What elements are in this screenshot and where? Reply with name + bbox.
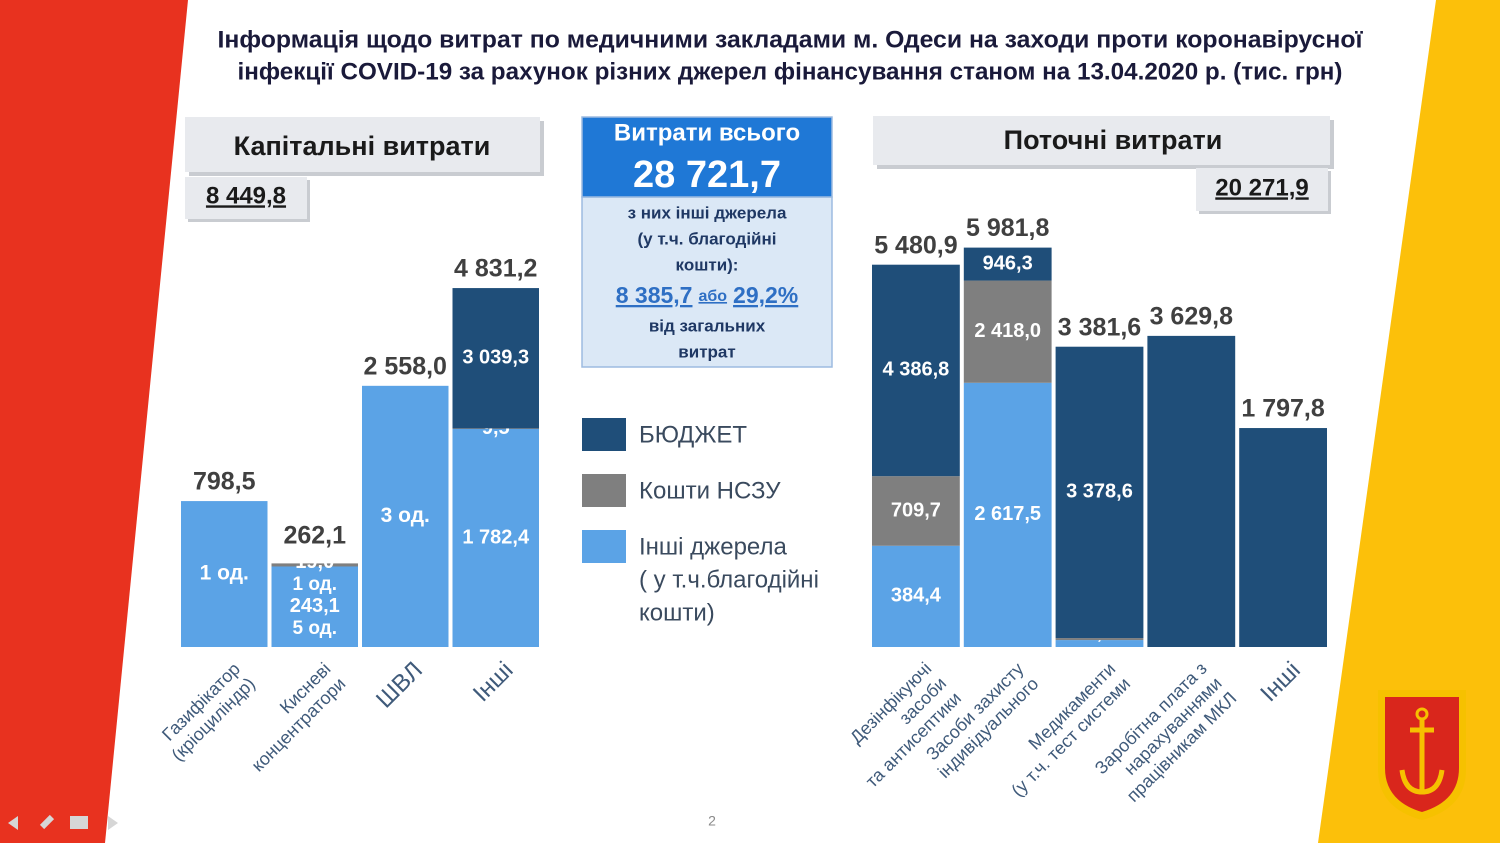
total-label: 2 558,0	[364, 352, 447, 380]
unit-note: 1 од.	[292, 574, 337, 595]
total-label: 5 981,8	[966, 214, 1050, 242]
total-box	[1196, 168, 1328, 211]
value-label: 709,7	[891, 499, 941, 521]
value-label: 19,0	[295, 551, 334, 573]
bar-segment	[271, 566, 358, 647]
value-label: 2 617,5	[974, 503, 1041, 525]
value-label: 4 386,8	[883, 359, 950, 381]
bar-segment	[1147, 335, 1236, 647]
total-label: 3 629,8	[1150, 302, 1234, 330]
anchor	[1399, 718, 1445, 795]
coat-of-arms	[1378, 690, 1466, 820]
summary-header	[581, 116, 833, 198]
value-label: 1 782,4	[462, 526, 530, 548]
bar-segment	[963, 247, 1052, 281]
chart-title-box	[185, 117, 540, 172]
total-box	[185, 177, 307, 219]
total-label: 798,5	[193, 468, 256, 496]
legend-swatch	[582, 530, 626, 563]
chart-total: 8 449,8	[206, 182, 286, 209]
slide-number: 2	[708, 813, 716, 829]
slide-title: Інформація щодо витрат по медичними закл…	[218, 26, 1364, 53]
summary-tail: від загальних	[649, 316, 766, 335]
unit-note: 3 од.	[381, 504, 430, 527]
unit-note: 5 од.	[292, 618, 337, 639]
anchor-ring	[1415, 707, 1429, 721]
value-label: 946,3	[983, 252, 1033, 274]
bar-segment	[452, 288, 539, 429]
bar-segment	[452, 428, 539, 647]
bar-segment	[872, 545, 960, 647]
value-label: 3 039,3	[462, 347, 529, 369]
chart-title: Капітальні витрати	[234, 131, 491, 161]
legend-label: Кошти НСЗУ	[639, 477, 781, 504]
summary-conjunction: або	[698, 288, 727, 305]
total-label: 5 480,9	[874, 231, 957, 259]
yellow-band	[1318, 0, 1500, 843]
unit-note: 1 од.	[200, 562, 249, 585]
nav-pen[interactable]	[39, 814, 55, 830]
summary-note: кошти):	[676, 255, 739, 274]
bar-segment	[181, 501, 268, 647]
bar-segment	[271, 563, 358, 567]
chart-total: 20 271,9	[1215, 174, 1308, 201]
summary-amount-line: 8 385,7 або 29,2%	[616, 282, 799, 308]
red-band	[0, 0, 188, 843]
summary-total: 28 721,7	[633, 154, 781, 196]
value-label: 2 418,0	[974, 320, 1041, 342]
chart-title: Поточні витрати	[1004, 125, 1223, 155]
bar-segment	[1055, 638, 1144, 641]
bar-segment	[1055, 346, 1144, 639]
value-label: 3 378,6	[1066, 481, 1133, 503]
value-label: 243,1	[290, 595, 340, 617]
bar-segment	[963, 382, 1052, 647]
legend-swatch	[582, 418, 626, 451]
total-label: 4 831,2	[454, 255, 537, 283]
legend-label: ( у т.ч.благодійні	[639, 566, 819, 593]
total-label: 262,1	[283, 521, 346, 549]
summary-note: (у т.ч. благодійні	[637, 229, 776, 248]
value-label: 384,4	[891, 585, 942, 607]
bar-segment	[872, 476, 960, 546]
bar-segment	[452, 428, 539, 429]
summary-heading: Витрати всього	[614, 119, 800, 146]
slide-nav[interactable]	[8, 814, 118, 830]
summary-tail: витрат	[678, 342, 735, 361]
legend-label: кошти)	[639, 599, 715, 626]
bar-segment	[362, 385, 449, 647]
slide-title: інфекції COVID-19 за рахунок різних джер…	[238, 58, 1343, 85]
total-label: 3 381,6	[1058, 313, 1141, 341]
bar-segment	[1239, 428, 1327, 647]
summary-amount: 8 385,7	[616, 282, 693, 308]
nav-forward[interactable]	[108, 816, 118, 830]
total-label: 1 797,8	[1241, 395, 1325, 423]
summary-box	[581, 196, 833, 368]
legend-swatch	[582, 474, 626, 507]
chart-title-box	[873, 116, 1330, 165]
bar-segment	[872, 264, 960, 477]
nav-back[interactable]	[8, 816, 18, 830]
legend-label: БЮДЖЕТ	[639, 421, 747, 448]
summary-share: 29,2%	[733, 282, 798, 308]
summary-note: з них інші джерела	[628, 203, 787, 222]
nav-menu[interactable]	[70, 816, 88, 829]
legend-label: Інші джерела	[639, 533, 787, 560]
bar-segment	[1055, 640, 1144, 647]
bar-segment	[963, 280, 1052, 383]
